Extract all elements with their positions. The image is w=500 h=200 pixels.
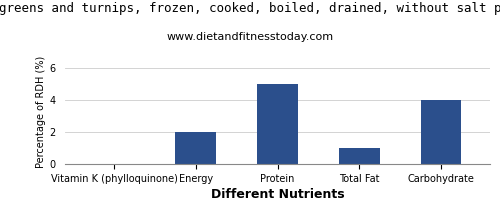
Bar bbox=[257, 84, 298, 164]
Bar bbox=[176, 132, 216, 164]
Text: www.dietandfitnesstoday.com: www.dietandfitnesstoday.com bbox=[166, 32, 334, 42]
X-axis label: Different Nutrients: Different Nutrients bbox=[210, 188, 344, 200]
Bar bbox=[420, 100, 462, 164]
Bar bbox=[339, 148, 380, 164]
Y-axis label: Percentage of RDH (%): Percentage of RDH (%) bbox=[36, 56, 46, 168]
Text: p greens and turnips, frozen, cooked, boiled, drained, without salt per: p greens and turnips, frozen, cooked, bo… bbox=[0, 2, 500, 15]
